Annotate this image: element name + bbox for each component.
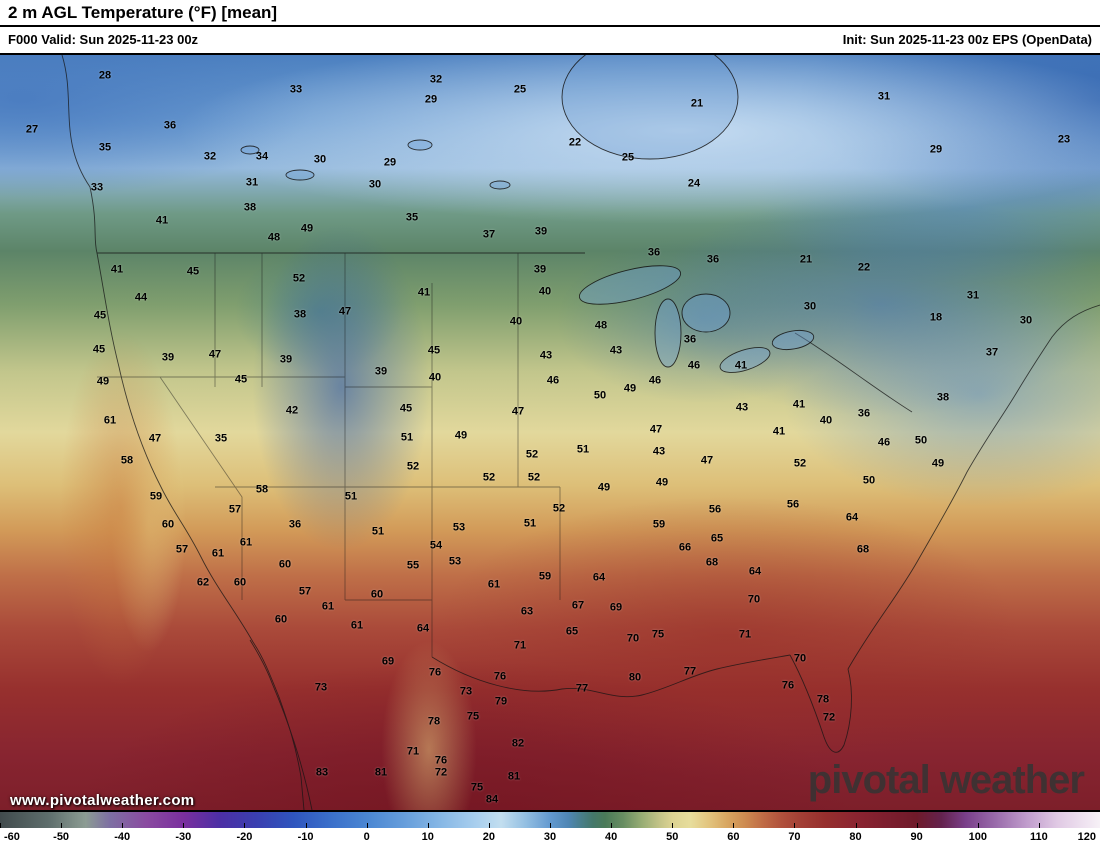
map-borders-overlay (61, 55, 1100, 810)
small-lake (407, 139, 433, 151)
st-lawrence-river (794, 332, 913, 413)
colorbar-tick-label: 90 (910, 831, 923, 843)
colorbar-tick-label: 60 (727, 831, 740, 843)
small-lake (285, 169, 315, 181)
colorbar-tick-label: -30 (175, 831, 192, 843)
colorbar-tick-label: 10 (421, 831, 434, 843)
colorbar-tick-labels: -60 -50 -40 -30 -20 -10 0 10 20 30 40 50 60 70 80 90 100… (0, 828, 1100, 850)
colorbar-tick-mark (855, 823, 857, 828)
colorbar-tick-label: 80 (849, 831, 862, 843)
lake-huron (681, 293, 731, 333)
colorbar-tick-mark (366, 823, 368, 828)
colorbar-tick-mark (61, 823, 63, 828)
colorbar-tick-label: 30 (543, 831, 557, 843)
site-url-watermark: www.pivotalweather.com (10, 792, 195, 809)
temperature-colorbar (0, 812, 1100, 828)
colorbar-tick-mark (244, 823, 246, 828)
colorbar-tick-label: -60 (4, 831, 20, 843)
lake-superior (578, 265, 682, 305)
colorbar-tick-label: -50 (53, 831, 70, 843)
colorbar-tick-mark (672, 823, 674, 828)
colorbar-tick-mark (427, 823, 429, 828)
colorbar-tick-label: 20 (482, 831, 495, 843)
frame-valid-label: F000 Valid: Sun 2025-11-23 00z (8, 31, 199, 47)
colorbar-tick-mark (794, 823, 796, 828)
florida-coastline (789, 654, 852, 753)
colorbar-tick-mark (733, 823, 735, 828)
gulf-of-california-coast (249, 639, 313, 810)
header-title-row: 2 m AGL Temperature (°F) [mean] (0, 0, 1100, 27)
small-lake (489, 180, 511, 190)
colorbar-tick-mark (611, 823, 613, 828)
header-meta-row: F000 Valid: Sun 2025-11-23 00z Init: Sun… (0, 27, 1100, 51)
atlantic-coastline (847, 304, 1100, 670)
small-lake (240, 145, 260, 155)
colorbar-tick-mark (122, 823, 124, 828)
colorbar-tick-label: 100 (968, 831, 987, 843)
colorbar-tick-mark (488, 823, 490, 828)
colorbar-tick-mark (550, 823, 551, 828)
colorbar-tick-label: 0 (363, 831, 370, 843)
colorbar-tick-label: 120 (1077, 831, 1096, 843)
hudson-bay (561, 55, 739, 160)
gulf-coastline (431, 654, 791, 698)
colorbar-tick-mark (977, 823, 979, 828)
colorbar-tick-label: 50 (666, 831, 679, 843)
map-title: 2 m AGL Temperature (°F) [mean] (8, 2, 278, 22)
colorbar-tick-label: 110 (1030, 831, 1048, 843)
pacific-coastline (61, 55, 305, 810)
state-borders (97, 253, 561, 657)
colorbar-tick-label: 40 (604, 831, 618, 843)
lake-ontario (771, 329, 815, 351)
colorbar-tick-mark (305, 823, 307, 828)
init-label: Init: Sun 2025-11-23 00z EPS (OpenData) (842, 31, 1092, 47)
lake-michigan (654, 298, 682, 368)
colorbar-tick-mark (0, 823, 1, 828)
colorbar-tick-mark (916, 823, 918, 828)
temperature-map[interactable] (0, 53, 1100, 812)
colorbar-tick-label: -10 (297, 831, 314, 843)
colorbar-tick-label: 70 (788, 831, 801, 843)
colorbar-tick-label: -40 (114, 831, 131, 843)
colorbar-tick-label: -20 (236, 831, 253, 843)
lake-erie (719, 347, 771, 373)
colorbar-tick-mark (1038, 823, 1040, 828)
colorbar-tick-mark (183, 823, 185, 828)
pivotal-weather-logo: pivotal weather (807, 758, 1085, 802)
